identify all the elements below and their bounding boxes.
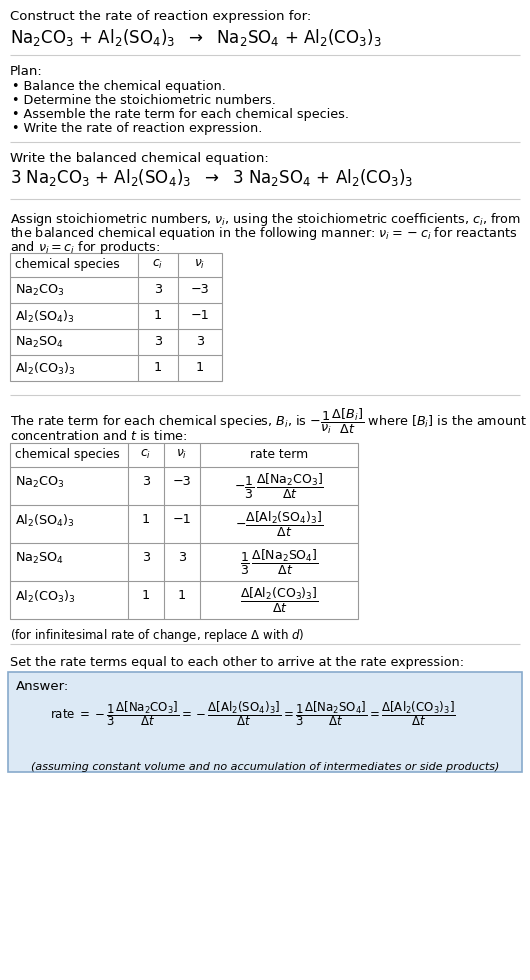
Text: Na$_2$CO$_3$ + Al$_2$(SO$_4$)$_3$  $\rightarrow$  Na$_2$SO$_4$ + Al$_2$(CO$_3$)$: Na$_2$CO$_3$ + Al$_2$(SO$_4$)$_3$ $\righ… [10,27,382,48]
Text: 3: 3 [196,335,204,348]
Text: chemical species: chemical species [15,258,120,271]
Text: concentration and $t$ is time:: concentration and $t$ is time: [10,429,188,443]
Text: chemical species: chemical species [15,448,120,461]
Text: • Determine the stoichiometric numbers.: • Determine the stoichiometric numbers. [12,94,276,107]
Text: 1: 1 [154,361,162,374]
Text: The rate term for each chemical species, $B_i$, is $-\dfrac{1}{\nu_i}\dfrac{\Del: The rate term for each chemical species,… [10,407,527,436]
Text: 1: 1 [154,309,162,322]
Text: • Write the rate of reaction expression.: • Write the rate of reaction expression. [12,122,262,135]
Text: −3: −3 [173,475,191,488]
Text: 3: 3 [142,475,150,488]
Text: 3: 3 [154,283,162,296]
Text: 3: 3 [154,335,162,348]
Text: $-\dfrac{1}{3}\,\dfrac{\Delta[\mathrm{Na_2CO_3}]}{\Delta t}$: $-\dfrac{1}{3}\,\dfrac{\Delta[\mathrm{Na… [234,471,324,501]
Text: Plan:: Plan: [10,65,43,78]
Text: Assign stoichiometric numbers, $\nu_i$, using the stoichiometric coefficients, $: Assign stoichiometric numbers, $\nu_i$, … [10,211,521,228]
Text: • Balance the chemical equation.: • Balance the chemical equation. [12,80,226,93]
Text: rate term: rate term [250,448,308,461]
Text: (for infinitesimal rate of change, replace $\Delta$ with $d$): (for infinitesimal rate of change, repla… [10,627,304,644]
Text: 3: 3 [178,551,186,564]
Text: • Assemble the rate term for each chemical species.: • Assemble the rate term for each chemic… [12,108,349,121]
Text: rate $= -\dfrac{1}{3}\dfrac{\Delta[\mathrm{Na_2CO_3}]}{\Delta t}= -\dfrac{\Delta: rate $= -\dfrac{1}{3}\dfrac{\Delta[\math… [50,700,456,728]
Text: Al$_2$(SO$_4$)$_3$: Al$_2$(SO$_4$)$_3$ [15,513,75,529]
Text: $c_i$: $c_i$ [140,448,152,462]
Text: Answer:: Answer: [16,680,69,693]
Text: (assuming constant volume and no accumulation of intermediates or side products): (assuming constant volume and no accumul… [31,762,499,772]
Bar [10,253,222,381]
Text: −3: −3 [191,283,209,296]
Text: $-\dfrac{\Delta[\mathrm{Al_2(SO_4)_3}]}{\Delta t}$: $-\dfrac{\Delta[\mathrm{Al_2(SO_4)_3}]}{… [235,510,323,538]
Text: 3: 3 [142,551,150,564]
Text: $c_i$: $c_i$ [153,258,164,271]
Text: and $\nu_i = c_i$ for products:: and $\nu_i = c_i$ for products: [10,239,160,256]
Text: Construct the rate of reaction expression for:: Construct the rate of reaction expressio… [10,10,311,23]
Bar [10,443,358,619]
Text: Na$_2$SO$_4$: Na$_2$SO$_4$ [15,335,64,350]
Text: Na$_2$CO$_3$: Na$_2$CO$_3$ [15,475,65,490]
Text: −1: −1 [191,309,209,322]
Text: $\dfrac{\Delta[\mathrm{Al_2(CO_3)_3}]}{\Delta t}$: $\dfrac{\Delta[\mathrm{Al_2(CO_3)_3}]}{\… [240,585,319,614]
Text: $\nu_i$: $\nu_i$ [195,258,206,271]
Text: Write the balanced chemical equation:: Write the balanced chemical equation: [10,152,269,165]
Text: 1: 1 [196,361,204,374]
Text: 1: 1 [142,513,150,526]
Text: 3 Na$_2$CO$_3$ + Al$_2$(SO$_4$)$_3$  $\rightarrow$  3 Na$_2$SO$_4$ + Al$_2$(CO$_: 3 Na$_2$CO$_3$ + Al$_2$(SO$_4$)$_3$ $\ri… [10,167,413,188]
Text: $\dfrac{1}{3}\,\dfrac{\Delta[\mathrm{Na_2SO_4}]}{\Delta t}$: $\dfrac{1}{3}\,\dfrac{\Delta[\mathrm{Na_… [240,548,319,576]
Text: Na$_2$SO$_4$: Na$_2$SO$_4$ [15,551,64,566]
Text: 1: 1 [178,589,186,602]
Bar [8,672,522,772]
Text: Al$_2$(CO$_3$)$_3$: Al$_2$(CO$_3$)$_3$ [15,361,76,377]
Text: Set the rate terms equal to each other to arrive at the rate expression:: Set the rate terms equal to each other t… [10,656,464,669]
Text: Na$_2$CO$_3$: Na$_2$CO$_3$ [15,283,65,298]
Text: $\nu_i$: $\nu_i$ [176,448,188,462]
Text: Al$_2$(CO$_3$)$_3$: Al$_2$(CO$_3$)$_3$ [15,589,76,605]
Text: the balanced chemical equation in the following manner: $\nu_i = -c_i$ for react: the balanced chemical equation in the fo… [10,225,517,242]
Text: 1: 1 [142,589,150,602]
Text: −1: −1 [173,513,191,526]
Text: Al$_2$(SO$_4$)$_3$: Al$_2$(SO$_4$)$_3$ [15,309,75,325]
